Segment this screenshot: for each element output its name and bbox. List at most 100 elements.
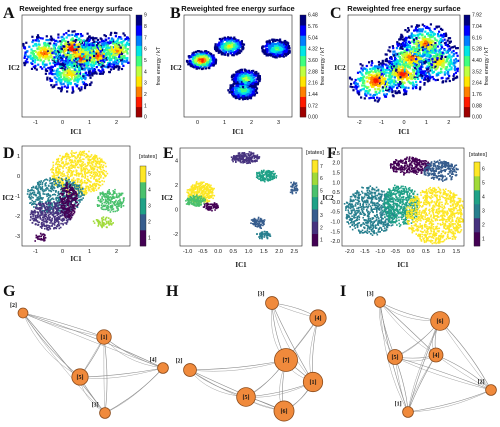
panel-a-title: Reweighted free energy surface: [19, 4, 132, 13]
fes-cell: [227, 40, 230, 43]
fes-cell: [79, 41, 82, 44]
fes-cell: [110, 54, 113, 57]
fes-cell: [376, 85, 380, 88]
fes-cell: [44, 45, 47, 48]
fes-cell: [61, 67, 64, 70]
fes-cell: [445, 80, 448, 83]
fes-cell: [448, 40, 451, 43]
fes-cell: [194, 50, 198, 53]
fes-cell: [64, 68, 68, 71]
fes-cell: [417, 58, 420, 61]
fes-cell: [247, 82, 250, 85]
fes-cell: [122, 48, 125, 51]
fes-cell: [420, 60, 423, 63]
fes-cell: [99, 63, 102, 66]
fes-cell: [65, 55, 68, 58]
panel-letter-e: E: [163, 145, 174, 162]
fes-cell: [425, 72, 428, 75]
fes-cell: [243, 96, 246, 99]
fes-cell: [201, 53, 204, 56]
fes-cell: [78, 59, 81, 62]
fes-cell: [43, 63, 47, 66]
fes-cell: [64, 47, 68, 50]
fes-cell: [30, 48, 33, 51]
fes-cell: [240, 93, 243, 96]
fes-cell: [100, 63, 104, 67]
fes-cell: [224, 38, 227, 41]
fes-cell: [384, 71, 387, 74]
fes-cell: [390, 67, 394, 70]
fes-cell: [389, 73, 392, 76]
fes-cell: [246, 85, 249, 88]
fes-cell: [236, 82, 240, 85]
fes-cell: [441, 40, 444, 43]
fes-cell: [80, 88, 83, 91]
fes-cell: [381, 66, 384, 69]
fes-cell: [435, 43, 438, 47]
panel-letter-g: G: [3, 283, 16, 300]
fes-cell: [71, 86, 74, 89]
fes-cell: [100, 57, 103, 60]
fes-cell: [50, 49, 53, 52]
fes-cell: [396, 67, 399, 70]
fes-cell: [404, 92, 407, 95]
fes-cell: [383, 85, 386, 88]
fes-cell: [249, 87, 252, 90]
fes-cell: [394, 71, 397, 74]
fes-cell: [261, 49, 264, 52]
fes-cell: [36, 58, 40, 61]
fes-cell: [230, 43, 233, 47]
fes-cell: [401, 65, 404, 68]
fes-cell: [69, 44, 72, 47]
fes-cell: [251, 88, 254, 92]
panel-letter-h: H: [166, 283, 179, 300]
fes-cell: [389, 87, 392, 90]
fes-cell: [205, 51, 208, 55]
fes-cell: [428, 27, 431, 30]
fes-cell: [244, 72, 247, 75]
fes-cell: [64, 80, 67, 83]
fes-cell: [377, 99, 380, 102]
fes-cell: [404, 42, 407, 45]
fes-cell: [417, 72, 420, 75]
fes-cell: [74, 62, 77, 65]
fes-cell: [38, 54, 41, 58]
fes-cell: [196, 55, 199, 58]
fes-cell: [84, 61, 87, 65]
fes-cell: [79, 44, 82, 47]
fes-cell: [365, 94, 368, 97]
fes-cell: [244, 70, 247, 73]
fes-cell: [450, 66, 453, 69]
fes-cell: [242, 79, 246, 82]
fes-cell: [450, 55, 453, 58]
fes-cell: [97, 69, 100, 72]
fes-cell: [434, 60, 437, 63]
fes-cell: [404, 64, 407, 68]
fes-cell: [437, 35, 440, 38]
fes-cell: [75, 72, 78, 75]
fes-cell: [118, 54, 121, 57]
fes-cell: [95, 48, 98, 51]
fes-cell: [93, 47, 96, 50]
fes-cell: [265, 44, 268, 48]
fes-cell: [197, 63, 200, 66]
fes-cell: [428, 77, 432, 80]
fes-cell: [261, 47, 264, 50]
fes-cell: [82, 76, 85, 80]
fes-cell: [235, 89, 238, 92]
fes-cell: [57, 61, 60, 65]
fes-cell: [35, 68, 38, 71]
fes-cell: [36, 37, 39, 40]
fes-cell: [207, 51, 210, 54]
fes-cell: [440, 45, 443, 48]
fes-cell: [68, 66, 71, 70]
fes-cell: [251, 73, 254, 76]
fes-cell: [86, 83, 89, 86]
fes-cell: [96, 60, 99, 63]
fes-cell: [88, 60, 92, 63]
fes-cell: [62, 46, 66, 49]
fes-cell: [210, 62, 213, 65]
fes-cell: [221, 37, 224, 40]
fes-cell: [209, 60, 212, 63]
fes-cell: [86, 39, 89, 42]
